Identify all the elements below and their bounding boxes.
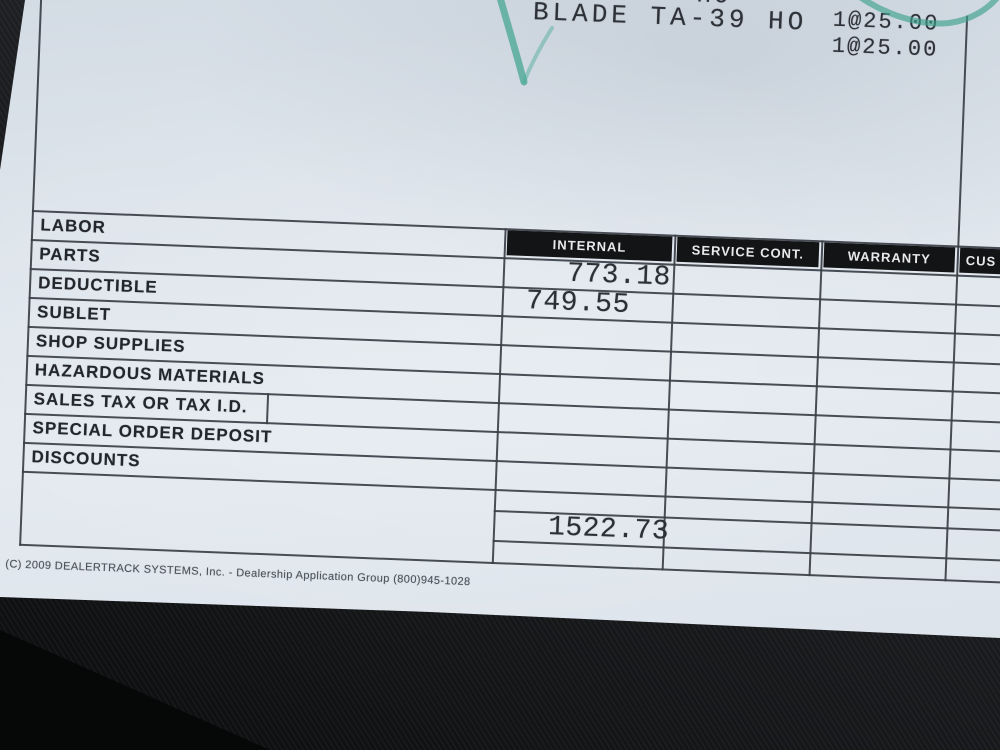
invoice-form: HO BLADE TA-39 HO 1@25.00 1@25.00 INTERN… — [5, 0, 1000, 672]
column-header-internal: INTERNAL — [506, 230, 673, 262]
row-line — [21, 470, 1000, 516]
service-warranty-divider — [808, 240, 824, 577]
copyright-line: (C) 2009 DEALERTRACK SYSTEMS, Inc. - Dea… — [5, 558, 471, 589]
line-amount-1: 1@25.00 — [832, 7, 940, 37]
line-amount-2: 1@25.00 — [831, 33, 939, 63]
internal-amount-parts: 749.55 — [525, 286, 631, 322]
column-header-service-contract: SERVICE CONT. — [676, 236, 820, 268]
column-header-warranty: WARRANTY — [823, 242, 956, 273]
